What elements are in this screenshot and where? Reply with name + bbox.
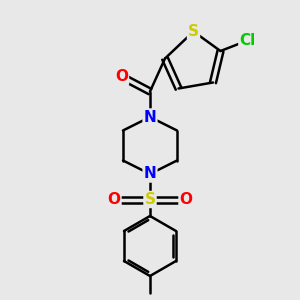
Text: N: N — [144, 167, 156, 182]
Text: S: S — [188, 24, 199, 39]
Text: N: N — [144, 110, 156, 124]
Text: S: S — [145, 192, 155, 207]
Text: O: O — [107, 192, 121, 207]
Text: O: O — [115, 69, 128, 84]
Text: Cl: Cl — [239, 33, 256, 48]
Text: O: O — [179, 192, 193, 207]
